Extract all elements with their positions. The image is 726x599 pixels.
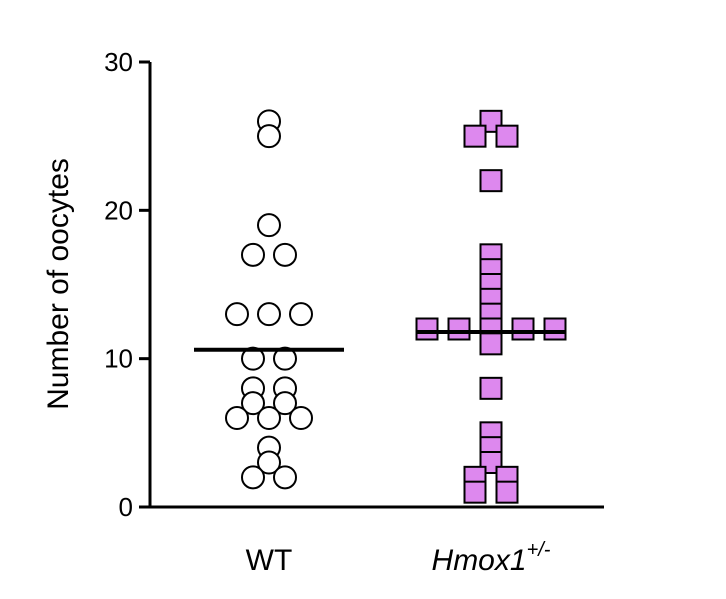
- data-point-circle: [257, 450, 281, 475]
- data-points: [225, 109, 567, 504]
- x-category-label: Hmox1+/-: [432, 539, 551, 577]
- data-point-square: [447, 317, 471, 341]
- data-point-square: [479, 376, 503, 400]
- data-point-circle: [257, 124, 281, 149]
- x-category-label-main: Hmox1: [432, 544, 527, 577]
- x-category-label-main: WT: [246, 544, 293, 577]
- data-point-circle: [273, 465, 297, 490]
- y-axis-title: Number of oocytes: [42, 158, 75, 410]
- data-point-circle: [273, 346, 297, 371]
- data-point-square: [463, 124, 487, 148]
- y-tick-label: 10: [104, 344, 133, 374]
- data-point-circle: [241, 465, 265, 490]
- y-tick-label: 0: [119, 492, 133, 522]
- data-point-square: [479, 332, 503, 356]
- data-point-square: [495, 124, 519, 148]
- median-lines: [194, 329, 566, 352]
- data-point-square: [495, 480, 519, 504]
- y-tick-label: 20: [104, 195, 133, 225]
- data-point-circle: [257, 302, 281, 327]
- x-axis: WT Hmox1+/-: [150, 505, 604, 577]
- x-category-label: WT: [246, 544, 293, 577]
- y-axis: 0 10 20 30: [104, 47, 152, 522]
- data-point-circle: [241, 242, 265, 267]
- data-point-square: [543, 317, 567, 341]
- data-point-square: [463, 480, 487, 504]
- data-point-square: [511, 317, 535, 341]
- x-category-label-superscript: +/-: [527, 539, 551, 561]
- data-point-square: [415, 317, 439, 341]
- data-point-circle: [225, 406, 249, 430]
- data-point-square: [479, 169, 503, 193]
- data-point-circle: [289, 302, 313, 327]
- data-point-circle: [289, 406, 313, 430]
- data-point-circle: [241, 346, 265, 371]
- y-tick-label: 30: [104, 47, 133, 77]
- data-point-circle: [257, 406, 281, 430]
- data-point-circle: [273, 242, 297, 267]
- data-point-circle: [241, 391, 265, 416]
- data-point-circle: [273, 391, 297, 416]
- data-point-circle: [225, 302, 249, 327]
- data-point-circle: [257, 213, 281, 238]
